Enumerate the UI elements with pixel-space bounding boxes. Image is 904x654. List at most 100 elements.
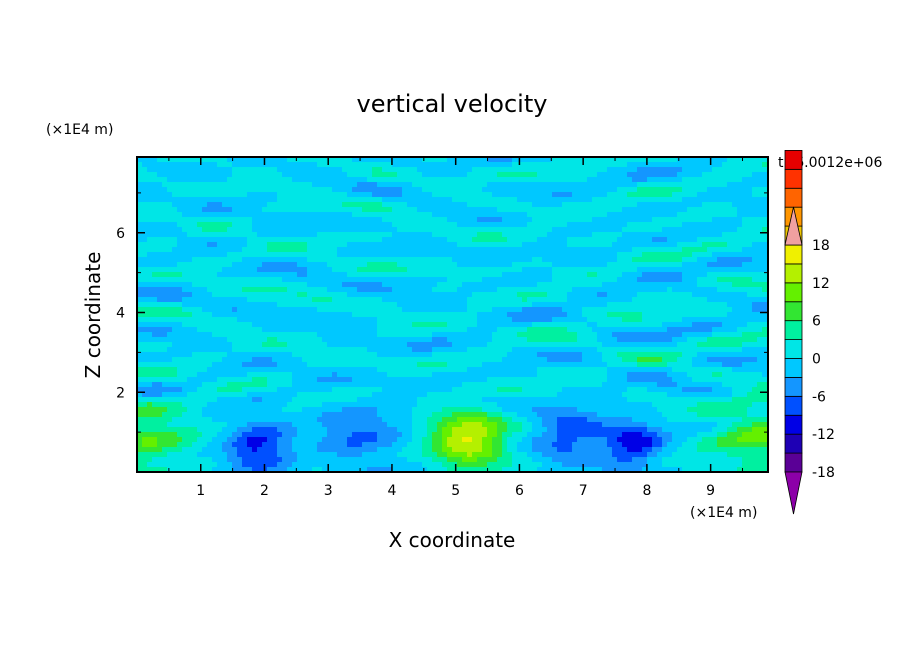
field-cell [627, 282, 633, 288]
field-cell [427, 192, 433, 198]
field-cell [342, 202, 348, 208]
field-cell [407, 267, 413, 273]
field-cell [357, 212, 363, 218]
field-cell [157, 267, 163, 273]
field-cell [417, 172, 423, 178]
field-cell [372, 337, 378, 343]
field-cell [567, 252, 573, 258]
field-cell [307, 227, 313, 233]
field-cell [192, 327, 198, 333]
field-cell [737, 277, 743, 283]
field-cell [242, 252, 248, 258]
field-cell [362, 297, 368, 303]
field-cell [327, 267, 333, 273]
field-cell [562, 192, 568, 198]
field-cell [722, 207, 728, 213]
field-cell [177, 207, 183, 213]
field-cell [212, 287, 218, 293]
field-cell [737, 172, 743, 178]
field-cell [377, 162, 383, 168]
field-cell [632, 162, 638, 168]
field-cell [637, 307, 643, 313]
field-cell [577, 157, 583, 163]
field-cell [462, 257, 468, 263]
field-cell [372, 332, 378, 338]
field-cell [547, 347, 553, 353]
field-cell [482, 162, 488, 168]
field-cell [747, 247, 753, 253]
field-cell [312, 177, 318, 183]
field-cell [402, 272, 408, 278]
field-cell [467, 212, 473, 218]
field-cell [497, 262, 503, 268]
field-cell [717, 322, 723, 328]
field-cell [267, 322, 273, 328]
field-cell [382, 187, 388, 193]
field-cell [157, 247, 163, 253]
field-cell [497, 182, 503, 188]
field-cell [202, 332, 208, 338]
field-cell [442, 317, 448, 323]
field-cell [292, 347, 298, 353]
field-cell [672, 262, 678, 268]
field-cell [472, 157, 478, 163]
field-cell [602, 272, 608, 278]
field-cell [192, 157, 198, 163]
field-cell [417, 262, 423, 268]
field-cell [317, 262, 323, 268]
field-cell [147, 222, 153, 228]
field-cell [327, 317, 333, 323]
field-cell [377, 202, 383, 208]
field-cell [417, 227, 423, 233]
field-cell [232, 352, 238, 358]
field-cell [692, 237, 698, 243]
field-cell [292, 282, 298, 288]
field-cell [762, 232, 768, 238]
field-cell [547, 202, 553, 208]
field-cell [332, 177, 338, 183]
field-cell [442, 197, 448, 203]
field-cell [157, 227, 163, 233]
field-cell [342, 312, 348, 318]
field-cell [692, 187, 698, 193]
field-cell [312, 342, 318, 348]
field-cell [697, 247, 703, 253]
field-cell [647, 207, 653, 213]
field-cell [377, 282, 383, 288]
field-cell [322, 287, 328, 293]
field-cell [247, 307, 253, 313]
field-cell [642, 252, 648, 258]
field-cell [747, 187, 753, 193]
field-cell [282, 267, 288, 273]
field-cell [312, 237, 318, 243]
field-cell [762, 187, 768, 193]
field-cell [587, 227, 593, 233]
field-cell [537, 307, 543, 313]
field-cell [577, 327, 583, 333]
field-cell [442, 192, 448, 198]
field-cell [652, 182, 658, 188]
field-cell [692, 182, 698, 188]
field-cell [497, 237, 503, 243]
field-cell [662, 287, 668, 293]
field-cell [582, 282, 588, 288]
field-cell [242, 312, 248, 318]
field-cell [207, 232, 213, 238]
field-cell [597, 322, 603, 328]
field-cell [712, 237, 718, 243]
field-cell [297, 222, 303, 228]
field-cell [327, 352, 333, 358]
field-cell [337, 267, 343, 273]
field-cell [492, 187, 498, 193]
field-cell [687, 182, 693, 188]
field-cell [197, 262, 203, 268]
field-cell [447, 237, 453, 243]
field-cell [292, 192, 298, 198]
field-cell [757, 292, 763, 298]
field-cell [257, 292, 263, 298]
field-cell [317, 352, 323, 358]
field-cell [292, 202, 298, 208]
field-cell [272, 307, 278, 313]
field-cell [582, 317, 588, 323]
field-cell [382, 342, 388, 348]
